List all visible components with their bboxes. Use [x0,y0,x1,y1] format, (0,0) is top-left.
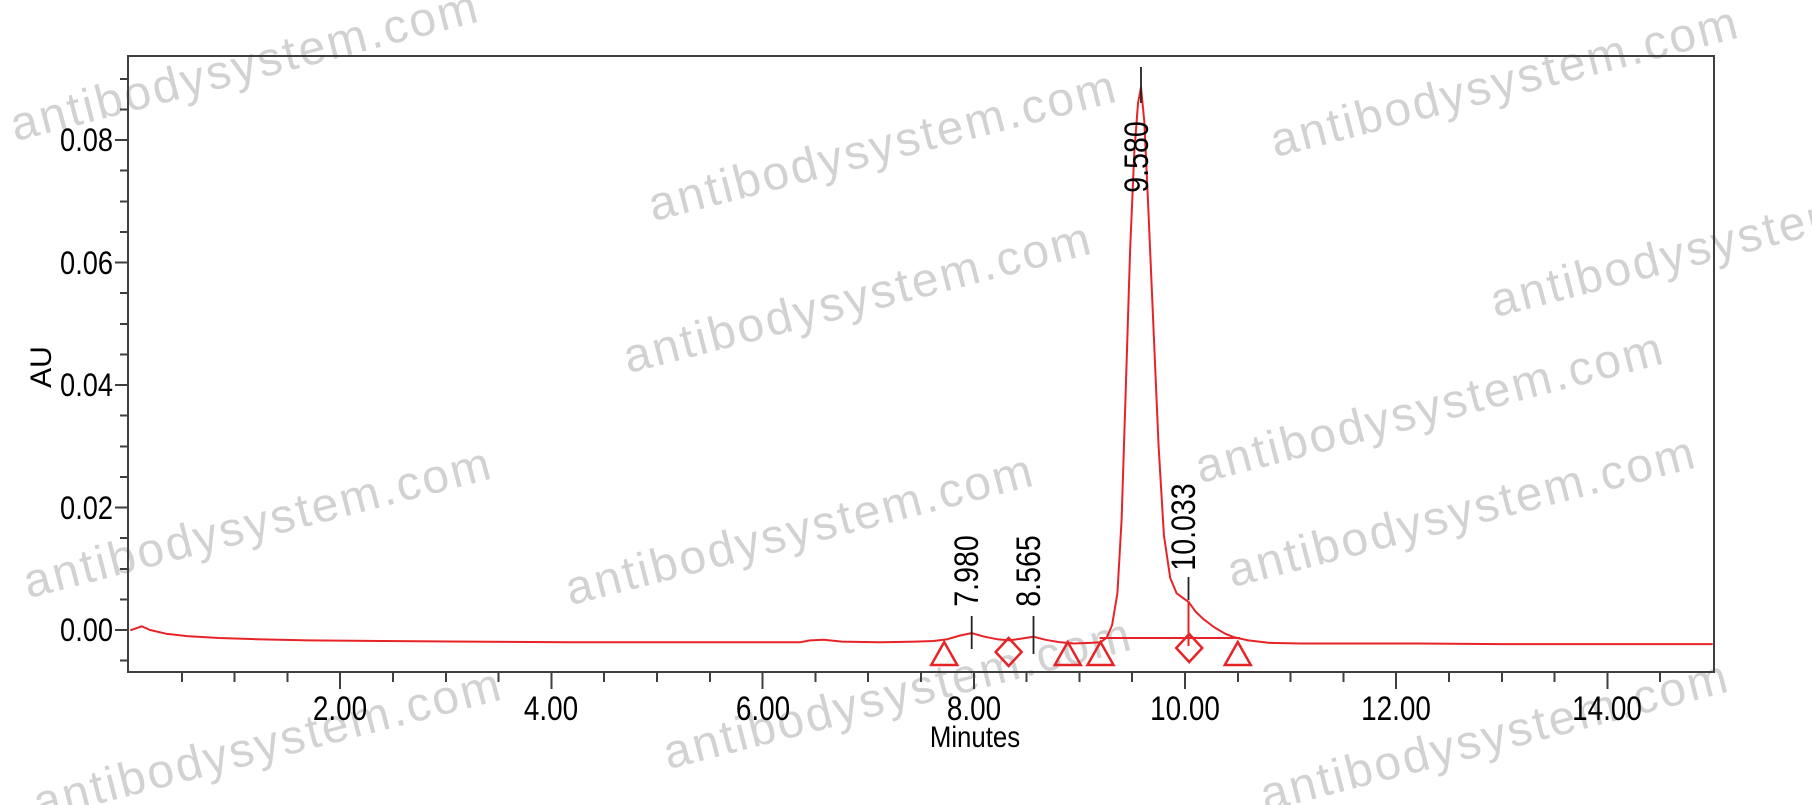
trace-path [130,86,1713,646]
x-axis-ticks [180,672,1662,689]
peak-retention-time-label: 7.980 [948,535,986,607]
peak-boundary-diamond-marker [1174,632,1204,664]
x-axis-tick-label: 14.00 [1572,690,1643,728]
x-axis-tick-label: 8.00 [946,690,1001,728]
peak-retention-time-label: 10.033 [1165,483,1203,571]
peak-boundary-triangle-marker [929,639,960,667]
peak-boundary-diamond-marker [993,636,1024,668]
y-axis-tick-label: 0.02 [60,489,113,526]
plot-border [127,55,1715,673]
x-axis-tick-label: 2.00 [313,690,368,728]
peak-boundary-triangle-marker [1052,639,1083,667]
x-axis-tick-label: 10.00 [1150,690,1220,728]
peak-boundary-triangle-marker [1222,639,1253,667]
x-axis-title: Minutes [929,721,1021,754]
x-axis-tick-label: 4.00 [524,690,579,728]
plot-border-rect [127,55,1715,673]
peak-boundary-triangle-marker [1085,639,1116,667]
x-axis-tick-label: 12.00 [1361,690,1432,728]
peak-start-end-markers [929,632,1253,668]
chromatogram-trace [130,86,1713,646]
peak-retention-time-label: 9.580 [1118,121,1156,193]
y-axis-tick-label: 0.06 [60,244,113,281]
y-axis-tick-label: 0.00 [60,612,113,648]
y-axis-tick-label: 0.08 [60,122,113,158]
x-axis-tick-label: 6.00 [735,690,790,728]
y-axis-ticks [115,77,128,662]
y-axis-tick-label: 0.04 [60,367,113,403]
peak-retention-time-label: 8.565 [1010,535,1048,607]
peak-leader-lines [970,67,1190,654]
